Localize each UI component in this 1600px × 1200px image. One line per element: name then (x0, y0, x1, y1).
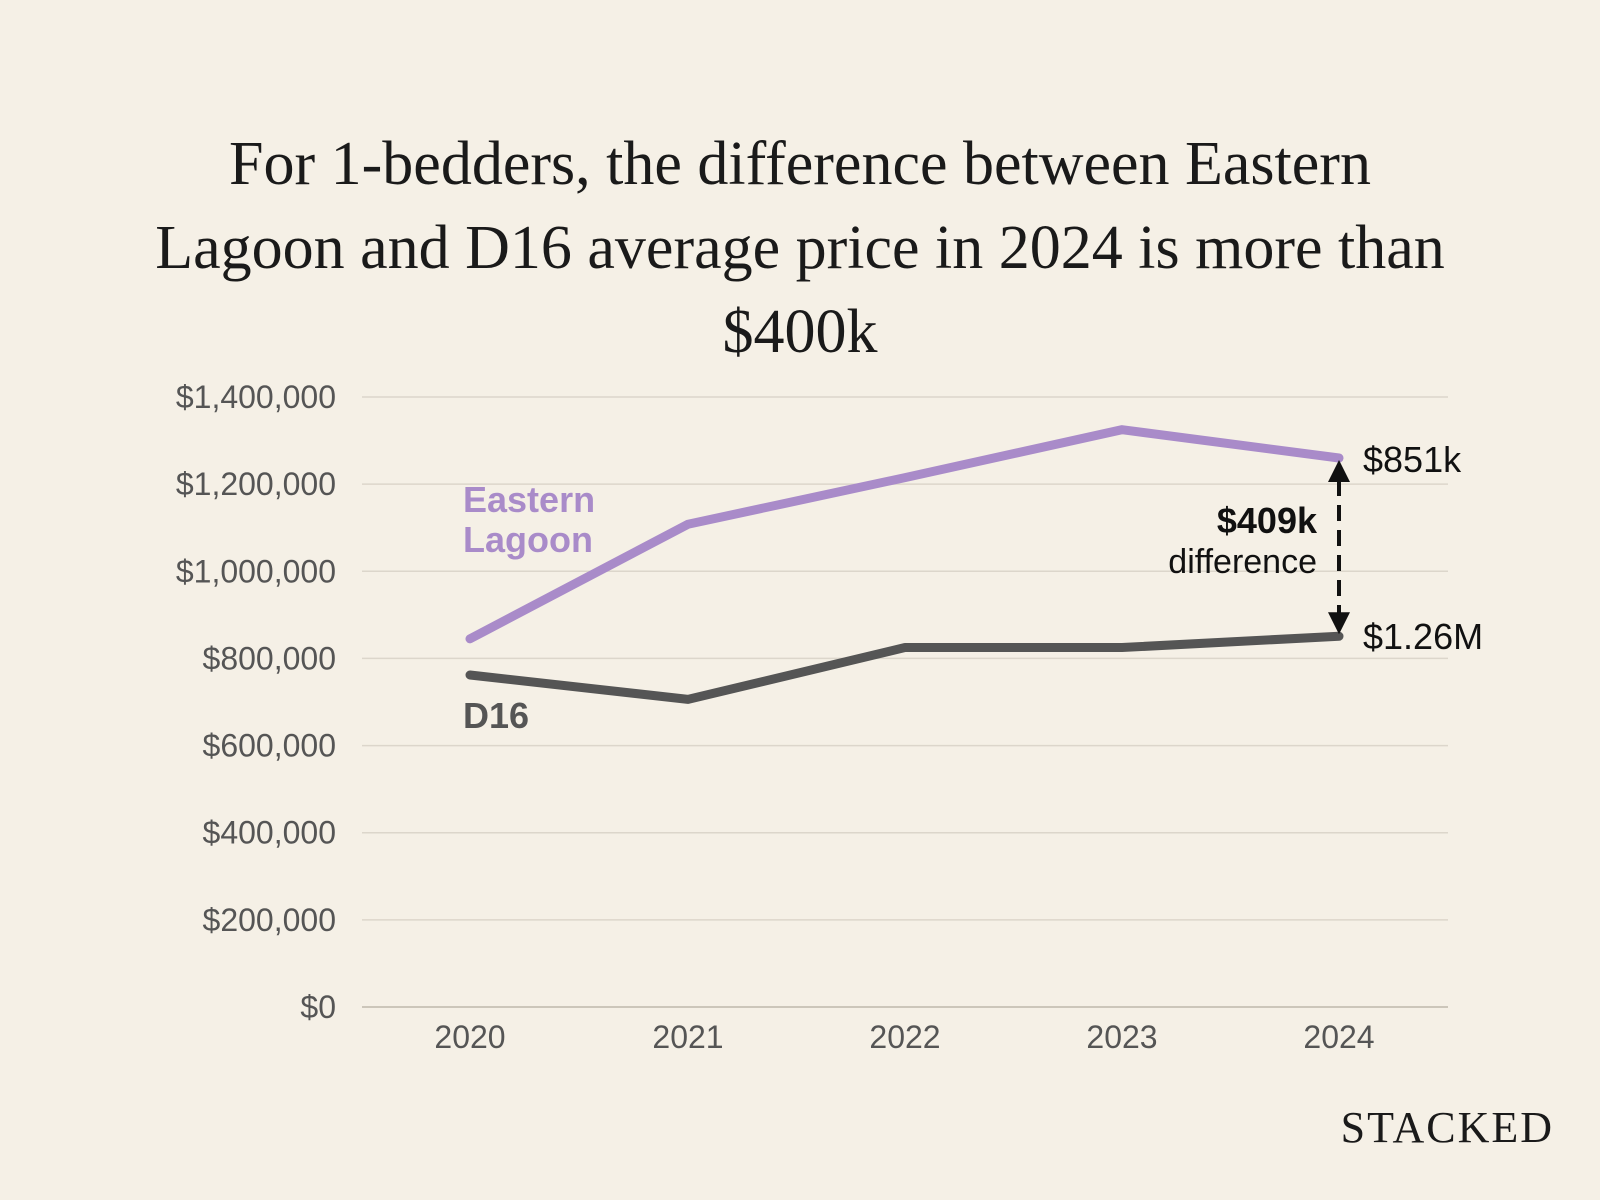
arrowhead-up (1328, 460, 1350, 482)
y-tick-label: $1,400,000 (176, 379, 336, 415)
difference-value-label: $409k (1217, 500, 1318, 541)
y-tick-label: $400,000 (203, 815, 336, 851)
y-tick-label: $1,000,000 (176, 553, 336, 589)
x-tick-label: 2021 (652, 1019, 723, 1055)
x-tick-label: 2022 (869, 1019, 940, 1055)
series-line-d16 (465, 631, 1344, 704)
difference-text-label: difference (1168, 543, 1317, 581)
chart-title: For 1-bedders, the difference between Ea… (155, 130, 1445, 366)
lower-value-label: $1.26M (1363, 616, 1483, 657)
y-tick-label: $1,200,000 (176, 466, 336, 502)
series-line-eastern-lagoon (465, 425, 1344, 644)
y-tick-label: $0 (300, 989, 336, 1025)
y-tick-label: $600,000 (203, 728, 336, 764)
series-label-eastern-lagoon: Lagoon (463, 519, 593, 560)
grid-layer (362, 396, 1448, 1008)
series-label-eastern-lagoon: Eastern (463, 479, 595, 520)
y-tick-label: $200,000 (203, 902, 336, 938)
series-layer (465, 425, 1344, 704)
upper-value-label: $851k (1363, 439, 1462, 480)
brand-logo: STACKED (1340, 1103, 1554, 1152)
y-tick-label: $800,000 (203, 640, 336, 676)
x-axis: 2020 2021 2022 2023 2024 (434, 1019, 1374, 1055)
arrowhead-down (1328, 612, 1350, 635)
x-tick-label: 2020 (434, 1019, 505, 1055)
x-tick-label: 2024 (1303, 1019, 1374, 1055)
series-label-d16: D16 (463, 695, 529, 736)
x-tick-label: 2023 (1086, 1019, 1157, 1055)
y-axis: $0 $200,000 $400,000 $600,000 $800,000 $1,000… (176, 379, 336, 1025)
